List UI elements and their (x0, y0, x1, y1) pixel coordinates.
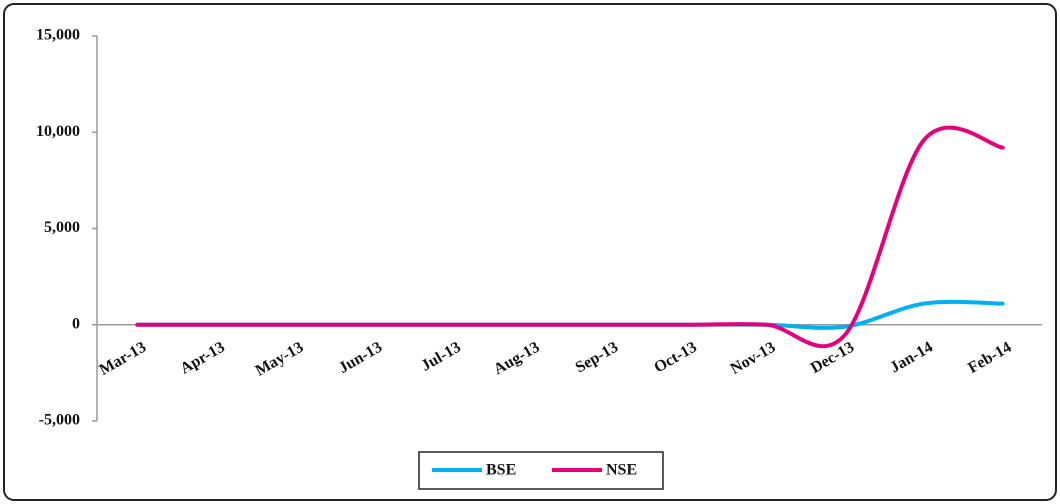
y-tick-label: 0 (72, 315, 80, 332)
series-line (135, 125, 1005, 349)
y-tick-label: 10,000 (36, 123, 80, 140)
legend-label: NSE (606, 462, 637, 479)
y-tick-label: 15,000 (36, 27, 80, 44)
legend-label: BSE (486, 462, 516, 479)
y-tick-label: -5,000 (39, 412, 80, 429)
legend-box (418, 451, 664, 490)
y-tick-label: 5,000 (44, 219, 80, 236)
chart-border (3, 3, 1057, 501)
